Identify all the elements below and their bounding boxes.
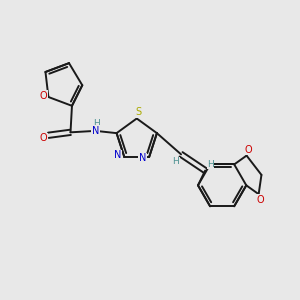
Text: H: H: [94, 119, 100, 128]
Text: S: S: [135, 107, 141, 117]
Text: N: N: [139, 153, 146, 163]
Text: O: O: [244, 145, 252, 155]
Text: O: O: [256, 195, 264, 205]
Text: H: H: [172, 157, 179, 166]
Text: O: O: [39, 133, 47, 143]
Text: O: O: [39, 91, 47, 100]
Text: N: N: [114, 150, 122, 161]
Text: H: H: [207, 160, 214, 169]
Text: N: N: [92, 126, 99, 136]
